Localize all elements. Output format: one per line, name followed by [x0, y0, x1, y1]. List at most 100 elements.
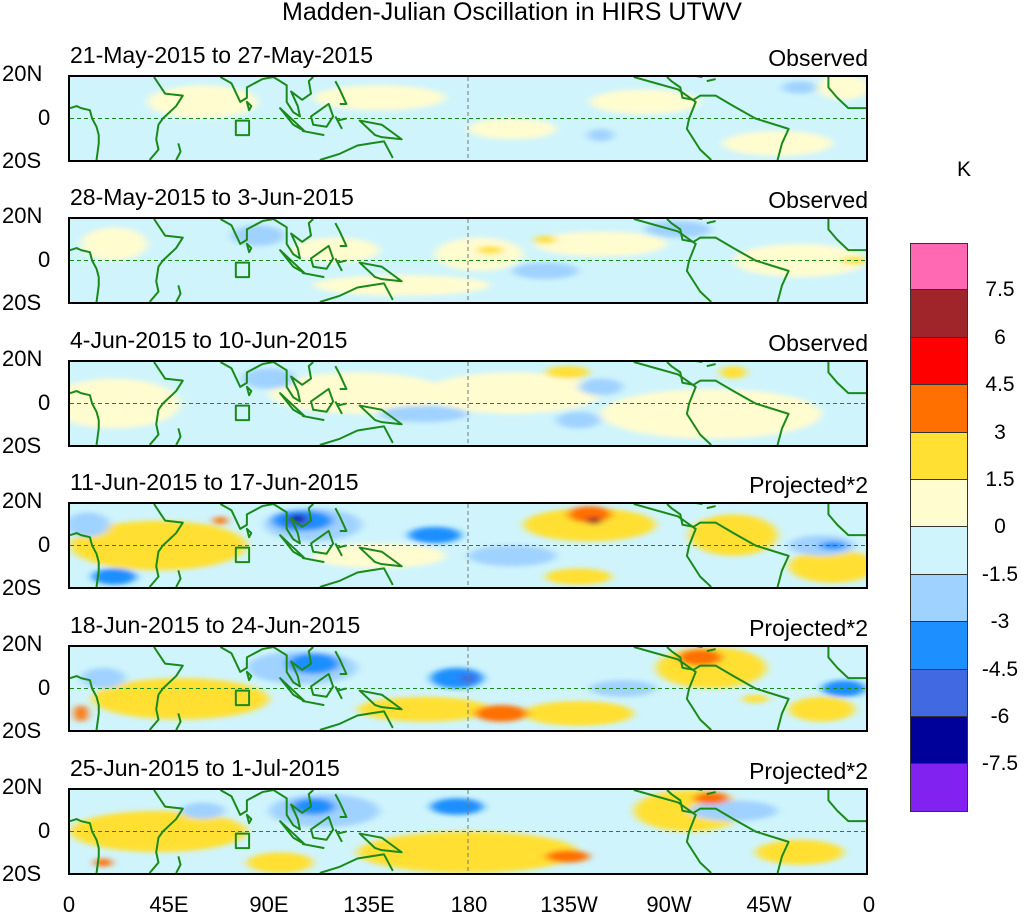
anomaly-region — [545, 850, 590, 863]
anomaly-region — [70, 520, 247, 571]
latitude-label: 0 — [38, 389, 51, 415]
anomaly-region — [512, 262, 579, 280]
anomaly-region — [755, 839, 844, 865]
anomaly-region — [689, 514, 778, 556]
anomaly-region — [468, 545, 557, 567]
colorbar-label: -4.5 — [981, 657, 1019, 681]
panel-type-label: Projected*2 — [749, 472, 868, 498]
anomaly-region — [81, 227, 148, 261]
anomaly-region — [523, 508, 656, 542]
anomaly-region — [841, 256, 866, 265]
anomaly-region — [313, 543, 446, 569]
anomaly-region — [74, 705, 88, 722]
colorbar-swatch — [910, 574, 968, 623]
panel-type-label: Observed — [768, 187, 868, 213]
anomaly-region — [313, 85, 446, 111]
latitude-label: 20N — [2, 488, 43, 513]
anomaly-region — [81, 667, 126, 689]
anomaly-region — [545, 366, 590, 379]
colorbar-label: 4.5 — [985, 373, 1015, 397]
anomaly-region — [213, 516, 227, 525]
panel-date-range: 21-May-2015 to 27-May-2015 — [70, 42, 373, 68]
anomaly-map-panel — [68, 360, 868, 447]
anomaly-region — [468, 118, 557, 140]
figure-title: Madden-Julian Oscillation in HIRS UTWV — [282, 0, 742, 26]
latitude-label: 20N — [2, 61, 43, 86]
latitude-label: 0 — [38, 531, 51, 557]
colorbar-swatch — [910, 432, 968, 480]
anomaly-region — [291, 798, 336, 815]
anomaly-region — [600, 388, 822, 439]
panel-date-range: 4-Jun-2015 to 10-Jun-2015 — [70, 327, 348, 353]
latitude-label: 20N — [2, 631, 43, 656]
colorbar-swatch — [910, 385, 968, 433]
colorbar — [910, 243, 968, 812]
longitude-label: 135E — [343, 892, 395, 917]
colorbar-label: 3 — [994, 420, 1006, 444]
panel-date-range: 25-Jun-2015 to 1-Jul-2015 — [70, 755, 340, 781]
longitude-label: 90E — [249, 892, 289, 917]
colorbar-swatch — [910, 243, 968, 291]
panel-type-label: Projected*2 — [749, 615, 868, 641]
colorbar-label: 0 — [994, 515, 1006, 539]
colorbar-swatch — [910, 764, 968, 812]
colorbar-swatch — [910, 337, 968, 386]
colorbar-label: -6 — [990, 705, 1010, 728]
anomaly-region — [722, 130, 833, 156]
anomaly-region — [819, 541, 847, 550]
longitude-label: 90W — [646, 892, 692, 917]
latitude-label: 20S — [2, 575, 42, 600]
anomaly-region — [781, 81, 818, 94]
longitude-label: 45E — [149, 892, 189, 917]
anomaly-region — [788, 549, 866, 583]
anomaly-region — [742, 694, 769, 704]
anomaly-map-panel — [68, 75, 868, 162]
colorbar-label: 7.5 — [985, 278, 1015, 302]
longitude-label: 0 — [62, 892, 76, 917]
latitude-label: 20S — [2, 861, 42, 886]
latitude-label: 0 — [38, 104, 51, 130]
anomaly-region — [689, 800, 778, 822]
anomaly-region — [567, 506, 612, 523]
colorbar-label: -3 — [990, 610, 1010, 634]
anomaly-region — [693, 792, 729, 805]
colorbar-swatch — [910, 622, 968, 670]
panel-date-range: 18-Jun-2015 to 24-Jun-2015 — [70, 612, 361, 638]
anomaly-region — [545, 568, 612, 585]
anomaly-map-panel — [68, 788, 868, 875]
latitude-label: 20S — [2, 148, 42, 173]
anomaly-region — [587, 128, 614, 142]
anomaly-region — [70, 512, 110, 538]
anomaly-region — [720, 366, 747, 379]
panel-type-label: Observed — [768, 330, 868, 356]
panel-date-range: 28-May-2015 to 3-Jun-2015 — [70, 184, 354, 210]
latitude-label: 20S — [2, 433, 42, 458]
colorbar-unit: K — [957, 158, 972, 181]
anomaly-region — [534, 231, 667, 257]
colorbar-swatch — [910, 527, 968, 575]
colorbar-label: 1.5 — [985, 468, 1015, 491]
latitude-label: 20N — [2, 203, 43, 228]
colorbar-swatch — [910, 290, 968, 338]
latitude-label: 20N — [2, 346, 43, 371]
anomaly-region — [817, 77, 866, 100]
anomaly-region — [430, 798, 484, 815]
anomaly-region — [788, 696, 855, 722]
anomaly-region — [556, 411, 601, 429]
latitude-label: 0 — [38, 246, 51, 272]
anomaly-map-panel — [68, 502, 868, 589]
panel-type-label: Observed — [768, 45, 868, 71]
latitude-label: 20S — [2, 290, 42, 315]
anomaly-region — [246, 852, 314, 873]
colorbar-swatch — [910, 479, 968, 528]
longitude-label: 180 — [450, 892, 488, 917]
anomaly-region — [434, 237, 524, 271]
anomaly-region — [408, 526, 462, 544]
anomaly-map-panel — [68, 217, 868, 304]
anomaly-region — [92, 568, 137, 585]
anomaly-region — [70, 810, 247, 853]
anomaly-region — [357, 831, 579, 873]
panel-type-label: Projected*2 — [749, 758, 868, 784]
anomaly-region — [379, 405, 468, 423]
anomaly-region — [430, 667, 484, 689]
